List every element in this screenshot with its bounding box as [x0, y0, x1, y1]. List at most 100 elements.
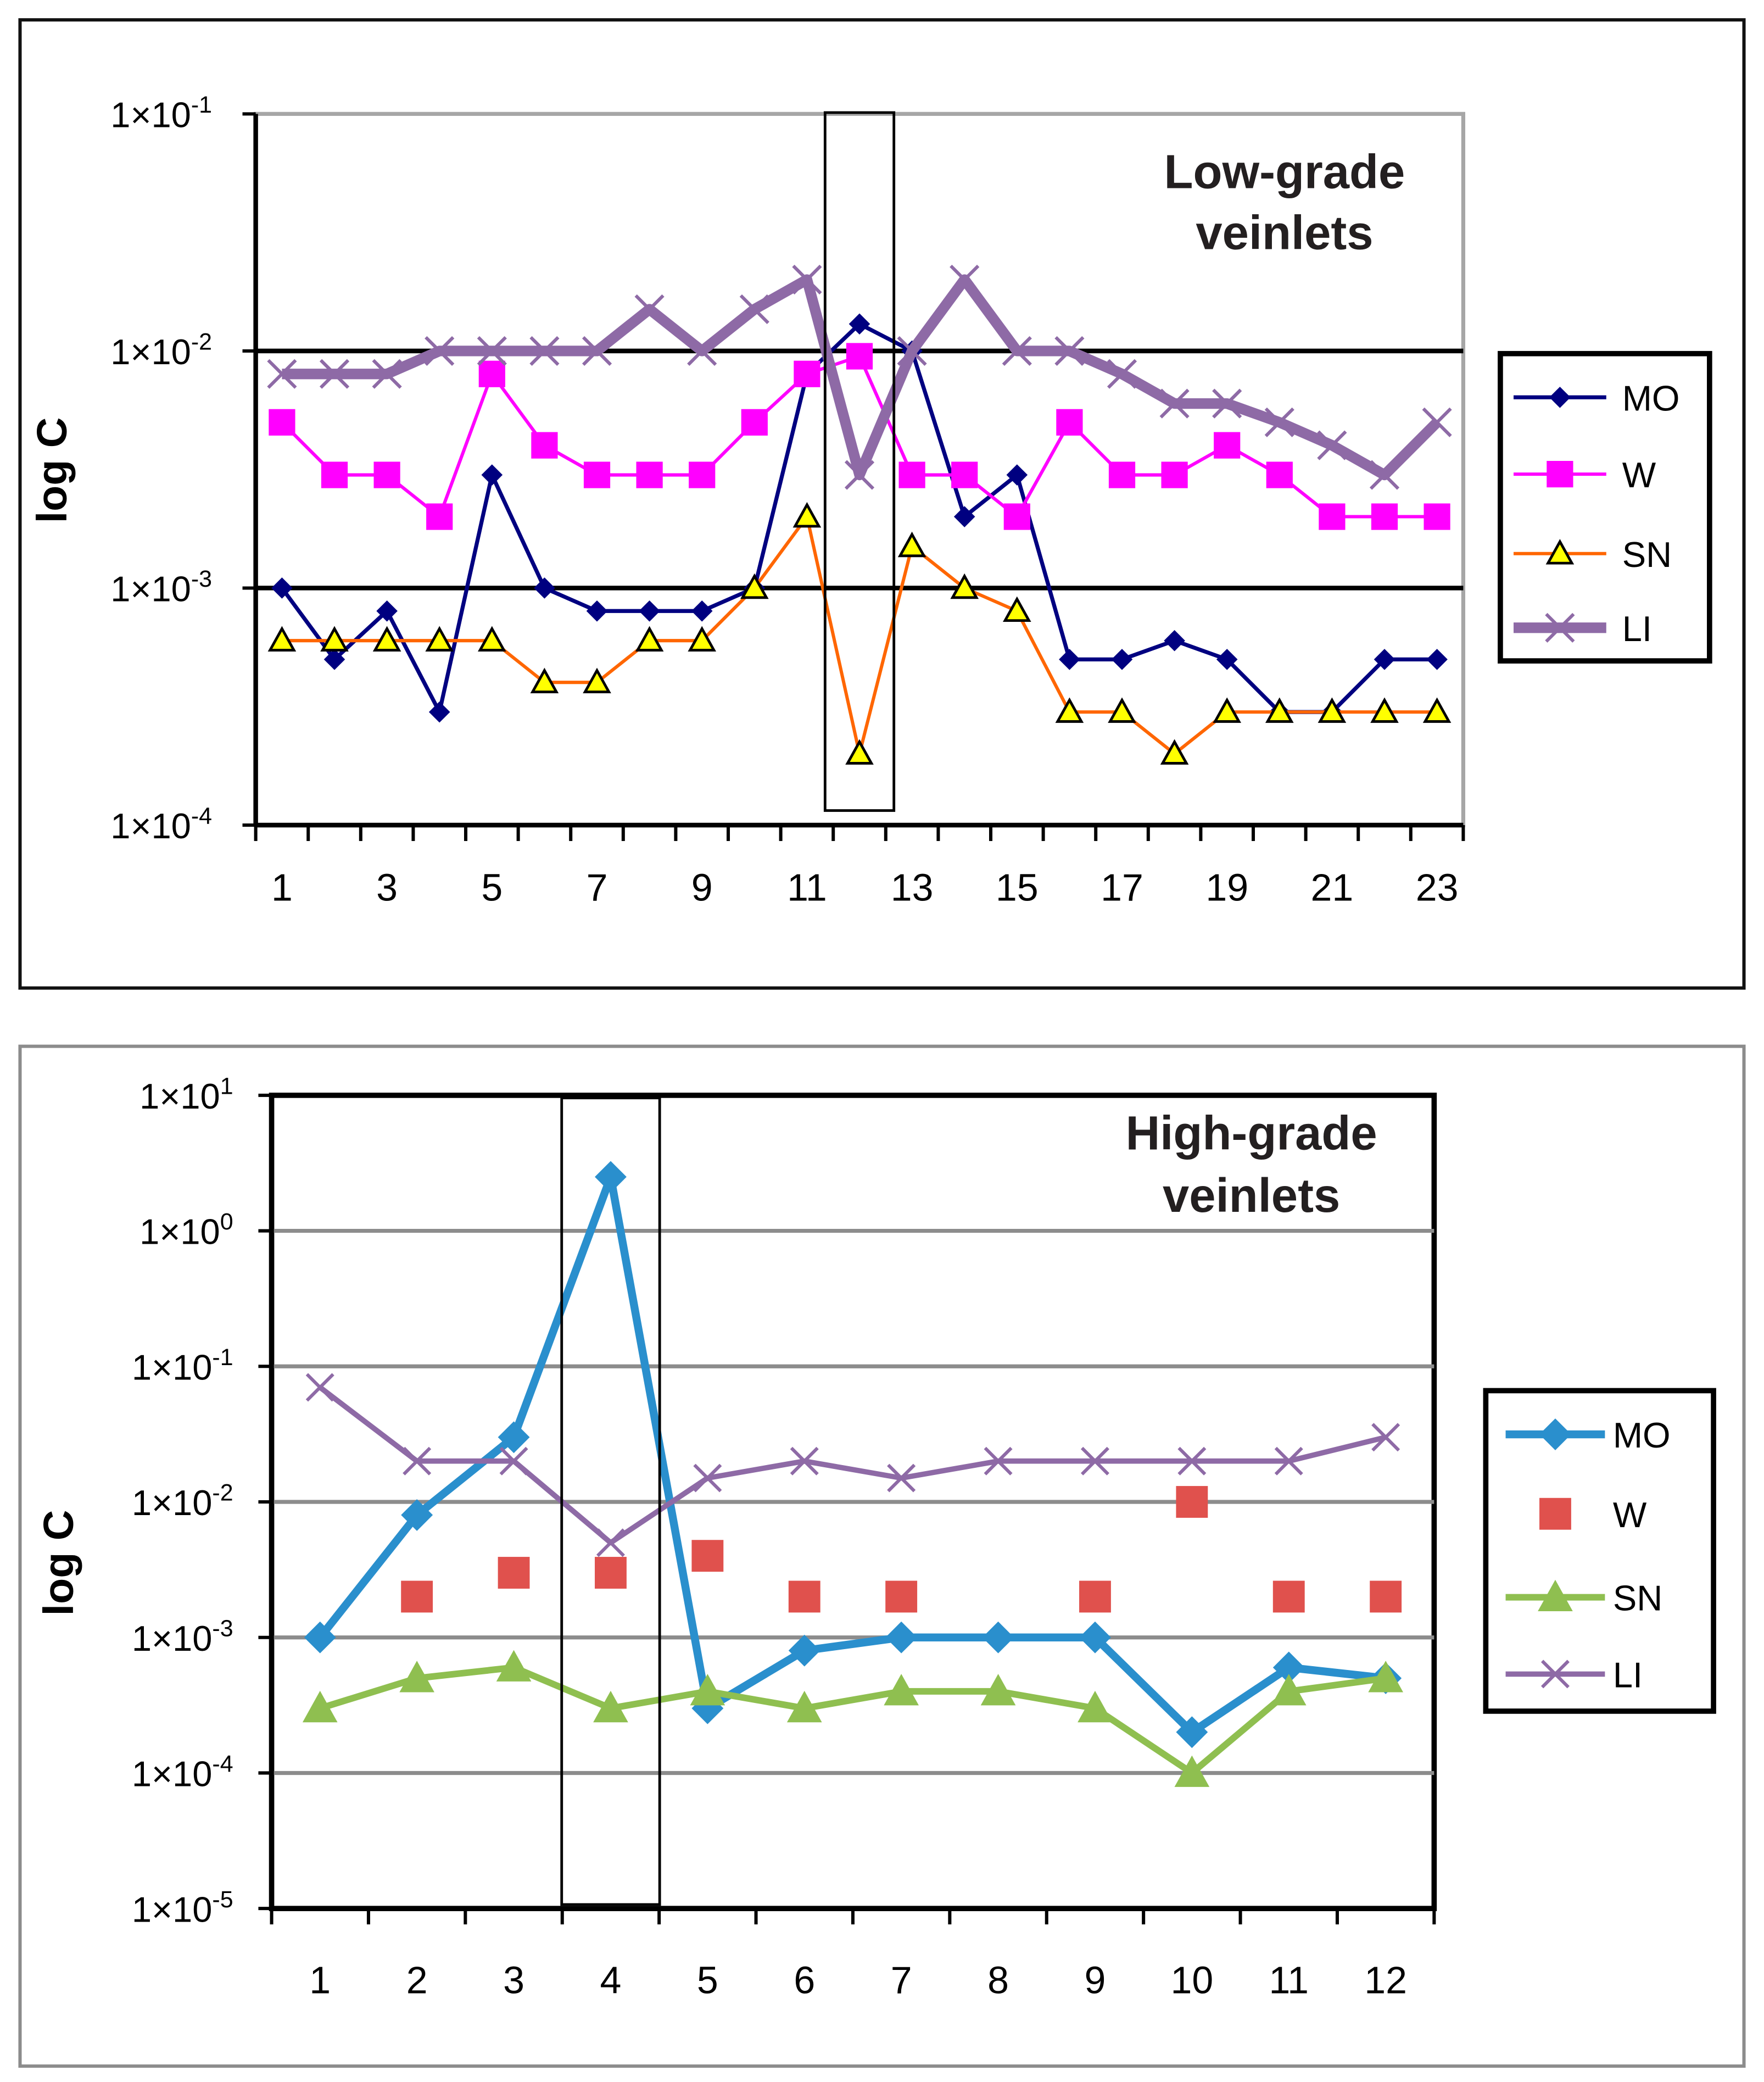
data-point-li: [790, 1446, 819, 1476]
data-point-mo: [1426, 649, 1448, 670]
legend-label-li: LI: [1613, 1655, 1643, 1695]
data-point-li: [1371, 1423, 1400, 1452]
chart-title: veinlets: [1163, 1169, 1340, 1222]
data-point-w: [898, 461, 925, 488]
y-tick-exponent: -1: [212, 1344, 233, 1371]
data-point-sn: [897, 531, 926, 558]
x-tick-label: 9: [1085, 1958, 1106, 2001]
data-point-li: [792, 264, 822, 295]
x-tick-label: 15: [996, 866, 1039, 909]
data-point-sn: [593, 1690, 628, 1723]
data-point-w: [1319, 503, 1346, 530]
data-point-li: [477, 336, 507, 366]
data-point-sn: [267, 626, 297, 652]
data-point-mo: [639, 600, 660, 622]
x-tick-label: 12: [1364, 1958, 1407, 2001]
data-point-mo: [848, 313, 870, 335]
data-point-w: [1371, 503, 1398, 530]
data-point-li: [1080, 1446, 1109, 1476]
data-point-li: [319, 359, 350, 389]
data-point-w: [1214, 432, 1241, 459]
y-tick-label: 1×10-2: [132, 1480, 233, 1523]
data-point-w: [595, 1557, 627, 1589]
x-tick-label: 6: [794, 1958, 815, 2001]
series-sn: [302, 1650, 1403, 1787]
highlight-box: [560, 1096, 661, 1906]
y-axis-label: log C: [35, 1510, 82, 1616]
data-point-li: [305, 1373, 334, 1402]
data-point-w: [1370, 1580, 1402, 1613]
data-point-mo: [323, 649, 345, 670]
legend-marker-sn: [1545, 539, 1575, 565]
data-point-sn: [425, 626, 454, 652]
legend-marker-li: [1545, 613, 1575, 643]
y-tick-base: 1×10: [132, 1618, 213, 1658]
data-point-li: [897, 336, 927, 366]
data-point-mo: [1164, 630, 1185, 652]
highlight-box: [823, 111, 896, 812]
data-point-w: [426, 503, 453, 530]
data-point-sn: [1368, 1661, 1403, 1693]
x-tick-label: 23: [1416, 866, 1459, 909]
y-tick-base: 1×10: [132, 1889, 213, 1929]
x-tick-label: 21: [1311, 866, 1354, 909]
data-point-li: [1107, 359, 1137, 389]
x-tick-label: 8: [987, 1958, 1009, 2001]
data-point-w: [531, 432, 558, 459]
data-point-li: [634, 294, 665, 324]
x-tick-label: 19: [1205, 866, 1248, 909]
data-point-li: [372, 359, 402, 389]
x-tick-label: 11: [787, 866, 827, 909]
data-point-mo: [1006, 464, 1028, 486]
x-tick-label: 7: [891, 1958, 912, 2001]
data-point-w: [478, 360, 505, 387]
x-tick-label: 2: [406, 1958, 428, 2001]
data-point-mo: [953, 506, 975, 527]
legend-marker-mo: [1539, 1418, 1571, 1450]
data-point-w: [1056, 409, 1083, 436]
data-point-w: [1176, 1486, 1208, 1518]
chart-frame: [18, 18, 1746, 990]
y-tick-label: 1×10-4: [132, 1751, 233, 1794]
y-tick-base: 1×10: [139, 1212, 220, 1252]
chart-1: 1×10-11×10-21×10-31×10-41 3 5 7 9 11 13 15 17 19 2…: [18, 18, 1746, 990]
data-point-li: [267, 359, 297, 389]
legend-marker-mo: [1549, 386, 1571, 408]
data-point-li: [844, 460, 875, 490]
x-tick-label: 5: [481, 866, 503, 909]
data-point-sn: [740, 573, 769, 599]
y-tick-base: 1×10: [110, 94, 191, 135]
data-point-li: [403, 1446, 432, 1476]
data-point-w: [321, 461, 348, 488]
data-point-li: [693, 1463, 722, 1493]
x-tick-label: 3: [376, 866, 398, 909]
data-point-w: [689, 461, 716, 488]
series-w: [269, 343, 1450, 530]
data-point-li: [1054, 336, 1085, 366]
data-point-sn: [845, 739, 874, 765]
data-point-sn: [1318, 697, 1347, 723]
data-point-sn: [950, 573, 979, 599]
y-tick-exponent: -5: [212, 1886, 233, 1913]
y-tick-exponent: 1: [220, 1073, 233, 1099]
series-li: [305, 1373, 1400, 1557]
data-point-sn: [980, 1674, 1016, 1706]
x-tick-label: 4: [600, 1958, 622, 2001]
data-point-mo: [1079, 1621, 1111, 1654]
y-tick-label: 1×10-4: [110, 803, 212, 847]
data-point-sn: [1055, 697, 1084, 723]
x-tick-label: 13: [891, 866, 934, 909]
series-line-li: [318, 1385, 1387, 1546]
data-point-sn: [302, 1690, 338, 1723]
data-point-w: [951, 461, 978, 488]
legend-box: [1498, 350, 1712, 664]
legend-label-mo: MO: [1622, 378, 1680, 418]
x-tick-label: 7: [587, 866, 608, 909]
y-tick-label: 1×10-2: [110, 329, 212, 372]
data-point-sn: [1174, 1755, 1210, 1787]
data-point-mo: [271, 577, 293, 599]
y-tick-exponent: 0: [220, 1209, 233, 1235]
data-point-sn: [399, 1661, 434, 1693]
data-point-mo: [1059, 649, 1080, 670]
y-tick-base: 1×10: [132, 1754, 213, 1794]
